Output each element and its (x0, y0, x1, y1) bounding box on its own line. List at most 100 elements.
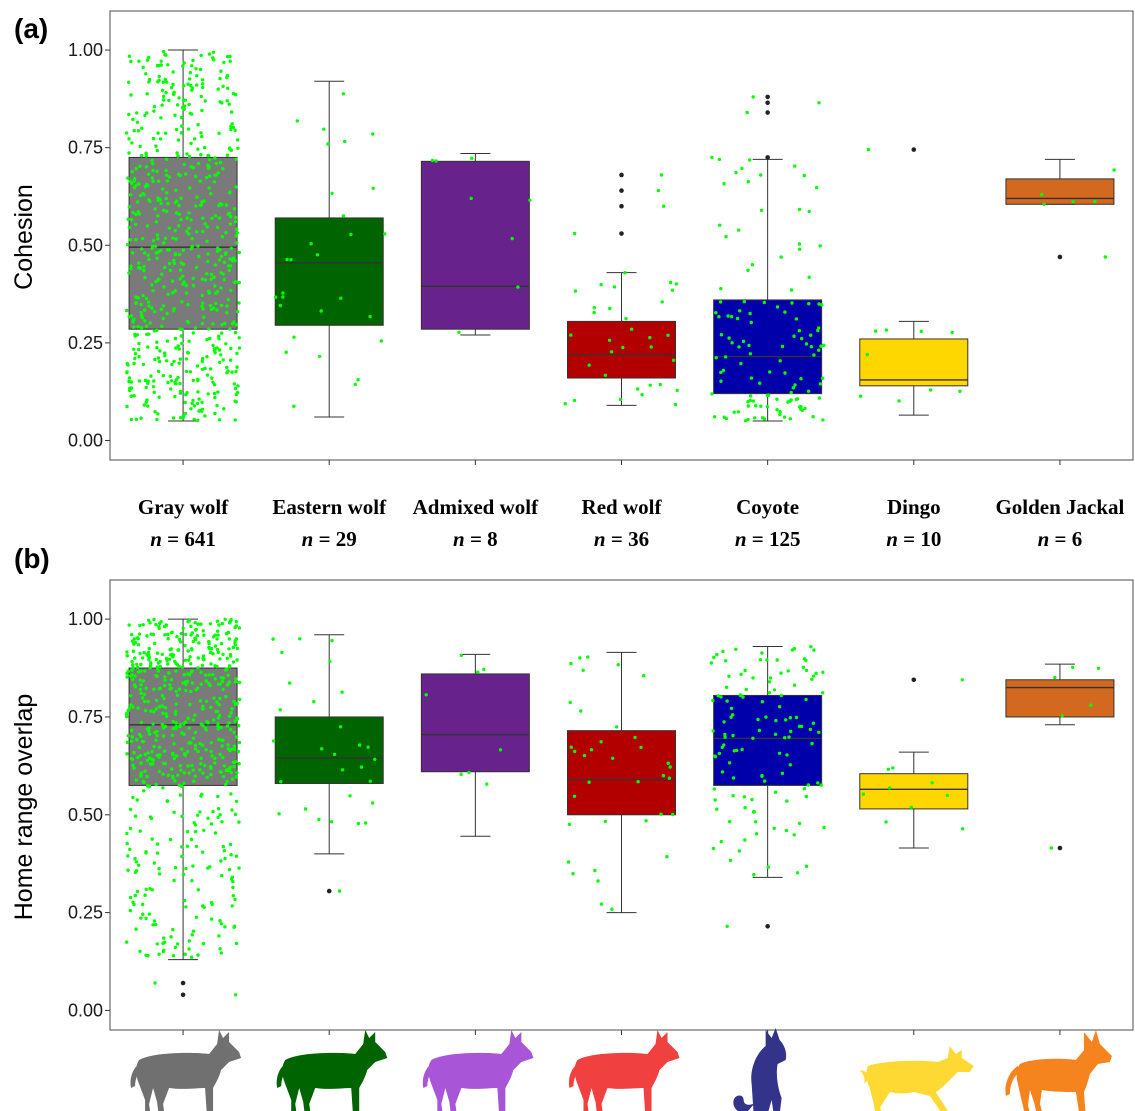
jitter-point (162, 696, 166, 701)
jitter-point (224, 251, 228, 255)
jitter-point (193, 730, 198, 735)
jitter-point (229, 288, 233, 293)
jitter-point (137, 347, 141, 352)
jitter-point (128, 674, 133, 678)
jitter-point (572, 794, 577, 798)
jitter-point (216, 633, 220, 637)
y-tick-label: 0.75 (68, 707, 103, 727)
jitter-point (800, 408, 805, 412)
jitter-point (174, 188, 178, 192)
jitter-point (155, 328, 159, 333)
jitter-point (719, 695, 723, 699)
y-tick-label: 0.25 (68, 333, 103, 353)
jitter-point (132, 642, 136, 646)
jitter-point (173, 712, 178, 716)
jitter-point (214, 173, 219, 177)
jitter-point (803, 406, 807, 411)
jitter-point (222, 260, 227, 264)
jitter-point (207, 158, 212, 162)
panel-b-plot: 0.000.250.500.751.00 (68, 579, 1134, 1035)
jitter-point (177, 224, 181, 228)
jitter-point (234, 735, 239, 739)
jitter-point (806, 783, 811, 787)
jitter-point (138, 753, 143, 758)
jitter-point (144, 165, 149, 169)
jitter-point (148, 199, 152, 204)
jitter-point (233, 643, 237, 647)
jitter-point (215, 647, 220, 652)
jitter-point (125, 404, 129, 409)
jitter-point (150, 888, 154, 892)
jitter-point (132, 766, 136, 770)
jitter-point (235, 717, 239, 721)
jitter-point (143, 275, 147, 280)
y-tick-label: 1.00 (68, 609, 103, 629)
outlier-point (911, 677, 917, 683)
jitter-point (217, 623, 221, 627)
jitter-point (797, 724, 802, 728)
jitter-point (760, 651, 764, 655)
jitter-point (212, 58, 216, 62)
jitter-point (200, 792, 204, 796)
jitter-point (747, 343, 751, 348)
jitter-point (169, 86, 174, 90)
jitter-point (132, 750, 136, 755)
jitter-point (754, 404, 758, 408)
jitter-point (139, 302, 143, 307)
jitter-point (271, 739, 276, 743)
jitter-point (130, 170, 135, 174)
jitter-point (783, 371, 787, 375)
jitter-point (373, 757, 377, 761)
jitter-point (133, 332, 137, 336)
jitter-point (231, 259, 235, 263)
jitter-point (200, 134, 204, 139)
jitter-point (194, 67, 198, 71)
jitter-point (199, 94, 203, 99)
jitter-point (147, 55, 151, 60)
jitter-point (172, 726, 176, 731)
jitter-point (165, 209, 169, 214)
jitter-point (138, 164, 142, 168)
jitter-point (139, 669, 143, 673)
jitter-point (166, 380, 170, 385)
jitter-point (714, 356, 718, 360)
jitter-point (128, 895, 133, 900)
jitter-point (218, 947, 222, 951)
jitter-point (748, 158, 752, 162)
jitter-point (137, 745, 141, 750)
box-admixed-wolf (420, 153, 532, 336)
jitter-point (229, 346, 233, 351)
jitter-point (175, 634, 179, 639)
jitter-point (199, 670, 203, 674)
sample-size-label: n = 641 (150, 527, 216, 551)
jitter-point (156, 131, 160, 135)
jitter-point (152, 105, 157, 109)
y-tick-label: 0.00 (68, 1000, 103, 1020)
jitter-point (171, 719, 175, 724)
jitter-point (359, 765, 364, 769)
jitter-point (195, 401, 200, 406)
jitter-point (175, 663, 180, 667)
jitter-point (156, 79, 160, 84)
jitter-point (234, 941, 239, 946)
jitter-point (204, 673, 208, 677)
jitter-points (858, 147, 962, 403)
jitter-point (155, 233, 160, 237)
jitter-point (154, 738, 158, 742)
jitter-point (161, 80, 165, 84)
jitter-point (945, 793, 950, 798)
jitter-point (209, 191, 213, 196)
jitter-point (158, 686, 163, 690)
jitter-point (205, 272, 209, 276)
jitter-point (172, 359, 176, 363)
jitter-point (193, 621, 197, 625)
jitter-point (139, 310, 143, 315)
box-gray-wolf (124, 49, 242, 422)
jitter-point (726, 314, 730, 318)
jitter-point (233, 128, 237, 132)
jitter-point (220, 621, 224, 626)
jitter-point (298, 637, 302, 641)
jitter-point (200, 108, 204, 113)
jitter-point (167, 226, 171, 230)
jitter-point (229, 246, 233, 250)
